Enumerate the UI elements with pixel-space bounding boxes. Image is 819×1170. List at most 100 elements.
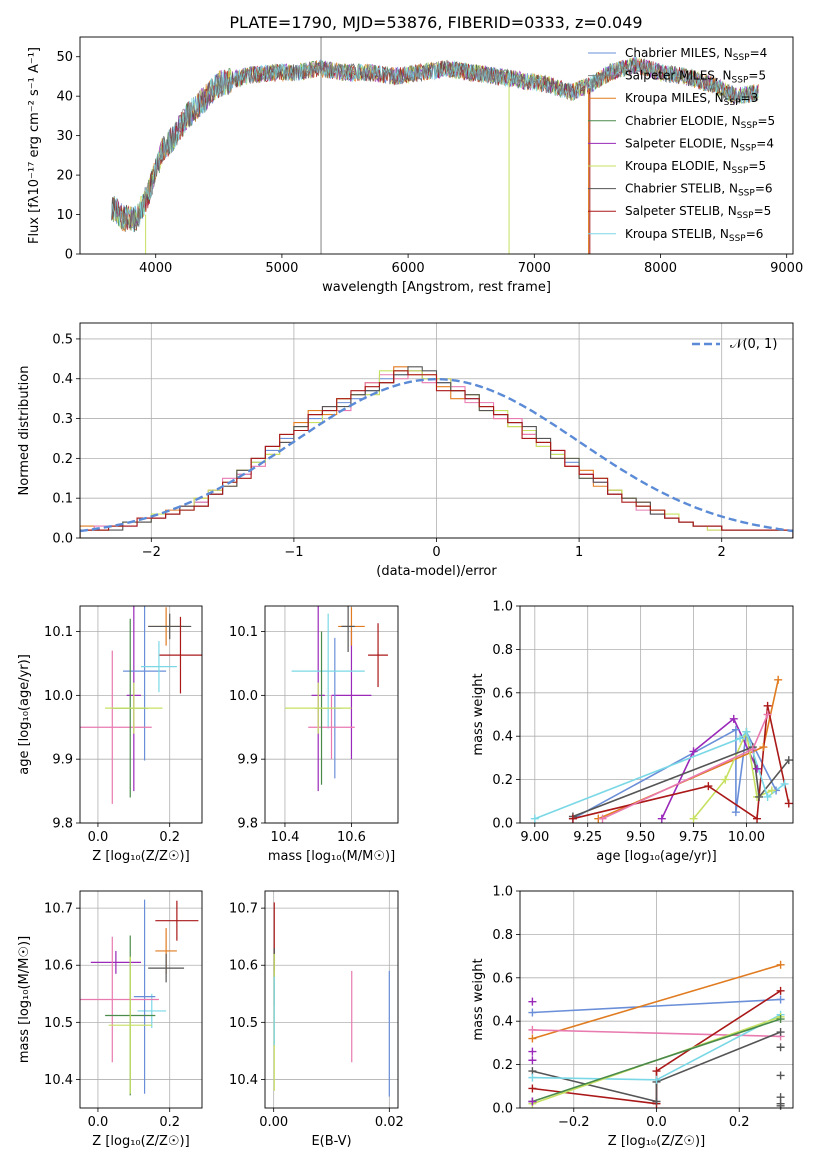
mass_vs_z-marks [80, 899, 199, 1096]
plus-marker [784, 756, 793, 765]
y-tick-label: 0.8 [492, 643, 513, 658]
plus-marker [755, 792, 764, 801]
plus-marker [776, 1071, 785, 1080]
x-tick-label: 6000 [392, 261, 425, 276]
plus-marker [528, 1034, 537, 1043]
y-tick-label: 0.6 [492, 971, 513, 986]
spectrum-panel: 4000 5000 6000 7000 8000 9000 0 10 20 30 40 50 wavel… [27, 36, 803, 295]
plus-marker [729, 714, 738, 723]
mass-weight-line [532, 1029, 781, 1038]
plus-marker [776, 1101, 785, 1110]
legend-label: 𝒩(0, 1) [730, 337, 777, 352]
y-tick-label: 10.1 [44, 625, 73, 640]
y-tick-label: 20 [56, 169, 73, 184]
y-tick-label: 0 [65, 248, 73, 263]
gaussian-curve [80, 378, 793, 533]
plus-marker [689, 814, 698, 823]
axes-frame [519, 605, 794, 824]
x-tick-label: 10.4 [270, 830, 299, 845]
x-tick-label: 0.2 [159, 830, 180, 845]
plus-marker [736, 734, 745, 743]
y-tick-label: 40 [56, 90, 73, 105]
plus-marker [721, 775, 730, 784]
mass-weight-line [532, 1018, 781, 1103]
legend-label: Kroupa STELIB, NSSP=6 [625, 227, 763, 244]
legend-label: Kroupa ELODIE, NSSP=5 [625, 159, 766, 176]
plus-marker [652, 1067, 661, 1076]
plus-marker [528, 1008, 537, 1017]
legend-label: Chabrier STELIB, NSSP=6 [625, 182, 773, 199]
x-tick-label: 0.0 [88, 1115, 109, 1130]
plus-marker [657, 814, 666, 823]
y-tick-label: 0.1 [52, 492, 73, 507]
x-tick-label: 9.00 [520, 830, 549, 845]
x-tick-label: 0.2 [729, 1115, 750, 1130]
age_vs_z-marks [80, 606, 202, 804]
x-tick-label: 9.50 [626, 830, 655, 845]
mass-weight-line [532, 1031, 781, 1103]
y-tick-label: 0.8 [492, 928, 513, 943]
plus-marker [776, 1015, 785, 1024]
x-axis-label: age [log₁₀(age/yr)] [596, 849, 717, 864]
plus-marker [528, 1056, 537, 1065]
plus-marker [776, 1043, 785, 1052]
x-tick-label: 4000 [139, 261, 172, 276]
x-tick-label: 1 [575, 545, 583, 560]
plus-marker [528, 1073, 537, 1082]
massweight_vs_z-panel: −0.2 0.0 0.2 0.0 0.2 0.4 0.6 0.8 1.0 Z [log₁₀(Z/Z… [471, 885, 794, 1149]
spectrum-marks [111, 37, 759, 254]
plus-marker [763, 701, 772, 710]
mass-weight-line [534, 730, 785, 820]
figure-title: PLATE=1790, MJD=53876, FIBERID=0333, z=0… [229, 13, 642, 32]
x-tick-label: −1 [284, 545, 303, 560]
y-tick-label: 1.0 [492, 885, 513, 900]
y-tick-label: 30 [56, 129, 73, 144]
residuals-panel: −2 −1 0 1 2 0.0 0.1 0.2 0.3 0.4 0.5 (data-model)/er… [17, 322, 794, 579]
y-tick-label: 10.5 [44, 1016, 73, 1031]
y-tick-label: 0.4 [492, 1015, 513, 1030]
x-tick-label: 7000 [518, 261, 551, 276]
y-tick-label: 1.0 [492, 600, 513, 615]
y-axis-label: mass [log₁₀(M/M☉)] [17, 936, 32, 1063]
legend: Chabrier MILES, NSSP=4 Salpeter MILES, NS… [588, 46, 775, 244]
legend-label: Salpeter MILES, NSSP=5 [625, 69, 766, 86]
y-axis-label: mass weight [471, 958, 486, 1040]
y-tick-label: 9.9 [237, 753, 258, 768]
plus-marker [528, 1084, 537, 1093]
y-tick-label: 0.4 [492, 730, 513, 745]
x-axis-label: mass [log₁₀(M/M☉)] [268, 849, 395, 864]
y-tick-label: 10.0 [44, 689, 73, 704]
residuals-marks [80, 366, 793, 538]
y-tick-label: 50 [56, 50, 73, 65]
plus-marker [784, 799, 793, 808]
x-tick-label: 8000 [644, 261, 677, 276]
axes-frame [79, 890, 203, 1109]
y-axis-label: Normed distribution [17, 366, 32, 496]
age_vs_mass-panel: 10.4 10.6 9.8 9.9 10.0 10.1 mass [log₁₀(M/M☉)] [229, 605, 399, 864]
x-tick-label: 0.02 [375, 1115, 404, 1130]
x-tick-label: 0.00 [259, 1115, 288, 1130]
mass_vs_ebv-panel: 0.00 0.02 10.4 10.5 10.6 10.7 E(B-V) [229, 890, 404, 1149]
y-tick-label: 0.2 [492, 773, 513, 788]
axes-frame [79, 322, 794, 539]
x-tick-label: −0.2 [558, 1115, 590, 1130]
axes-frame [79, 36, 794, 255]
x-axis-label: wavelength [Angstrom, rest frame] [322, 280, 551, 295]
plus-marker [742, 727, 751, 736]
plus-marker [530, 814, 539, 823]
y-tick-label: 0.4 [52, 372, 73, 387]
plus-marker [704, 782, 713, 791]
y-tick-label: 0.3 [52, 412, 73, 427]
axes-frame [264, 605, 399, 824]
legend-label: Salpeter STELIB, NSSP=5 [625, 204, 771, 221]
age_vs_mass-marks [284, 606, 389, 792]
x-axis-label: Z [log₁₀(Z/Z☉)] [92, 1134, 189, 1149]
y-axis-label: Flux [fλ10⁻¹⁷ erg cm⁻² s⁻¹ A⁻¹] [27, 47, 42, 244]
plus-marker [776, 986, 785, 995]
plus-marker [776, 960, 785, 969]
x-axis-label: Z [log₁₀(Z/Z☉)] [608, 1134, 705, 1149]
plus-marker [776, 995, 785, 1004]
mass-weight-line [661, 717, 758, 820]
x-tick-label: 10.00 [728, 830, 765, 845]
plus-marker [568, 814, 577, 823]
